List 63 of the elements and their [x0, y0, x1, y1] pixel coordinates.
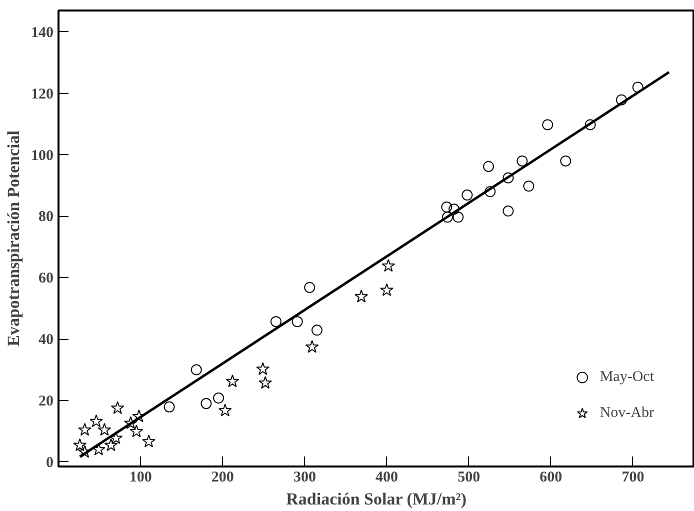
x-tick-label: 200: [211, 470, 234, 486]
point: [226, 374, 240, 388]
point: [190, 364, 202, 376]
point: [632, 82, 644, 93]
point: [354, 290, 368, 302]
point: [78, 422, 92, 436]
x-tick-label: 300: [293, 470, 316, 486]
x-tick-label: 600: [540, 470, 562, 486]
y-axis-title: Evapotranspiración Potencial: [4, 130, 23, 346]
point: [92, 442, 106, 456]
x-axis-title: Radiación Solar (MJ/m²): [286, 490, 467, 508]
y-tick-label: 40: [38, 332, 54, 348]
point: [213, 392, 224, 404]
point: [124, 416, 138, 429]
point: [502, 206, 514, 217]
point: [516, 155, 528, 166]
point: [560, 155, 572, 166]
point: [584, 119, 596, 130]
y-tick-label: 60: [38, 270, 54, 287]
point: [448, 204, 460, 215]
point: [164, 401, 175, 412]
x-tick-label: 400: [376, 470, 398, 486]
x-tick-label: 700: [622, 470, 644, 486]
point: [502, 172, 514, 184]
point: [292, 316, 303, 328]
point: [78, 445, 92, 458]
point: [270, 316, 282, 328]
point: [523, 180, 534, 192]
point: [109, 431, 123, 444]
y-tick-label: 20: [38, 393, 54, 410]
legend-label: Nov-Abr: [600, 404, 654, 422]
point: [258, 376, 272, 389]
point: [483, 161, 494, 172]
point: [305, 340, 319, 353]
point: [312, 324, 323, 336]
legend-label: May-Oct: [600, 368, 654, 386]
y-tick-label: 120: [31, 86, 54, 102]
point: [441, 202, 452, 213]
x-tick-label: 500: [458, 470, 480, 486]
y-tick-label: 100: [31, 148, 54, 164]
point: [110, 401, 124, 414]
point: [542, 119, 554, 130]
y-tick-label: 140: [31, 24, 54, 41]
point: [304, 282, 316, 293]
point: [382, 258, 396, 272]
point: [484, 186, 496, 198]
point: [380, 283, 394, 296]
point: [616, 94, 627, 106]
x-tick-label: 100: [129, 470, 152, 486]
y-tick-label: 80: [38, 209, 54, 226]
y-tick-label: 0: [46, 454, 54, 471]
point: [462, 190, 473, 201]
point: [104, 438, 118, 452]
point: [90, 414, 103, 428]
point: [200, 398, 212, 410]
point: [73, 438, 87, 452]
point: [452, 212, 464, 223]
point: [142, 434, 156, 448]
point: [98, 422, 112, 436]
point: [218, 404, 232, 416]
point: [442, 212, 453, 223]
point: [256, 362, 270, 375]
point: [130, 424, 144, 438]
